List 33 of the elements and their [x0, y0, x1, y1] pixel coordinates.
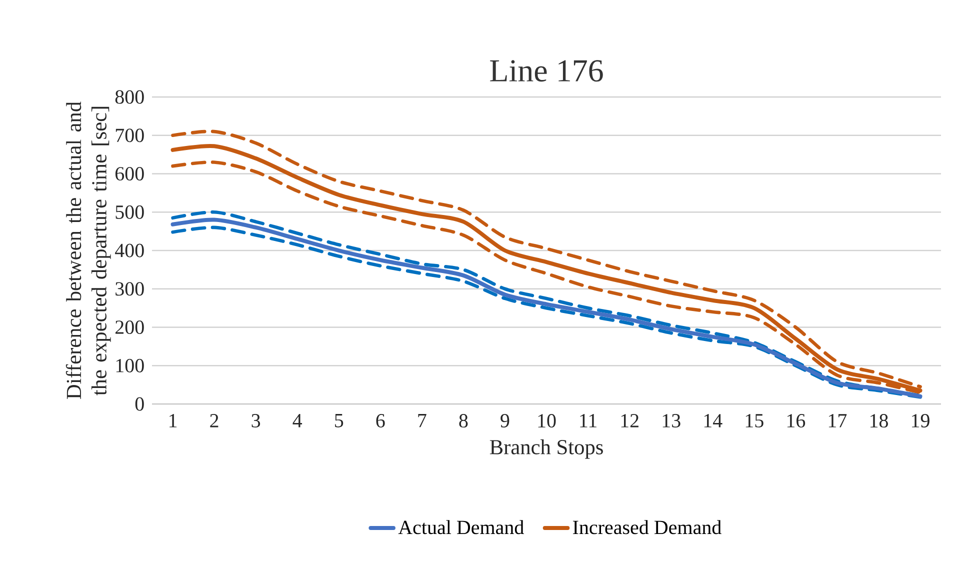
x-tick-label: 6 [376, 414, 385, 428]
x-tick-label: 5 [335, 414, 344, 428]
x-tick-label: 1 [170, 414, 177, 428]
x-tick-label: 12 [621, 414, 638, 428]
y-tick-label: 700 [116, 128, 144, 142]
x-tick-label: 19 [912, 414, 930, 428]
x-axis-title: Branch Stops [490, 439, 603, 459]
y-tick-label: 300 [116, 282, 144, 296]
y-tick-label: 800 [115, 90, 144, 104]
x-tick-label: 7 [418, 414, 426, 428]
y-axis-title: Difference between the actual and the expected departure time [sec] [66, 102, 111, 399]
y-tick-label: 500 [116, 205, 144, 219]
x-tick-label: 11 [580, 414, 596, 428]
x-tick-label: 8 [459, 414, 468, 428]
y-tick-label: 100 [116, 358, 144, 372]
x-tick-label: 10 [538, 414, 556, 428]
x-tick-label: 4 [292, 414, 302, 428]
chart-title: Line 176 [490, 60, 603, 82]
x-tick-label: 17 [828, 414, 847, 428]
legend-label: Increased Demand [573, 520, 722, 534]
y-tick-label: 600 [115, 167, 144, 180]
x-tick-label: 18 [870, 414, 888, 428]
x-tick-label: 14 [704, 414, 722, 428]
x-tick-label: 2 [210, 414, 218, 428]
legend-label: Actual Demand [398, 520, 524, 534]
y-tick-label: 400 [115, 244, 144, 258]
x-tick-label: 9 [500, 414, 510, 428]
y-tick-label: 200 [116, 320, 144, 334]
x-tick-label: 3 [252, 414, 260, 428]
x-tick-label: 15 [746, 414, 764, 428]
x-tick-label: 13 [662, 414, 680, 428]
y-tick-label: 0 [135, 397, 144, 411]
x-tick-label: 16 [787, 414, 806, 428]
